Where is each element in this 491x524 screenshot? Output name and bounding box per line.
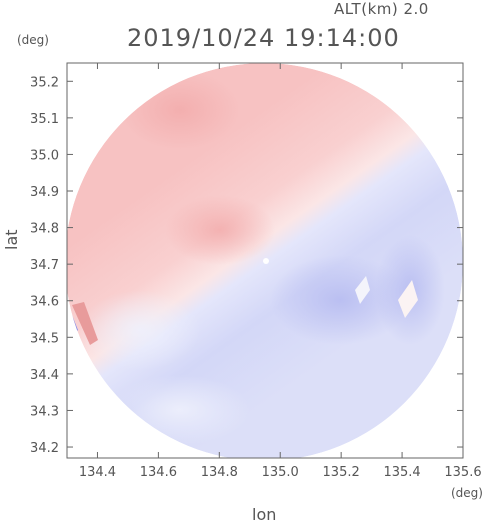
y-tick-label: 34.2: [30, 441, 59, 456]
plot-frame: [66, 62, 464, 459]
radar-center: [263, 258, 269, 264]
y-tick-label: 34.9: [30, 185, 59, 200]
y-tick-label: 34.6: [30, 295, 59, 310]
x-tick-label: 135.0: [262, 465, 299, 480]
x-tick-label: 134.6: [140, 465, 177, 480]
y-tick-label: 35.2: [30, 75, 59, 90]
clutter-patch: [398, 280, 418, 318]
y-tick-label: 35.0: [30, 148, 59, 163]
x-tick-label: 135.6: [444, 465, 481, 480]
y-tick-label: 34.4: [30, 368, 59, 383]
y-tick-label: 34.5: [30, 331, 59, 346]
x-tick-label: 135.4: [383, 465, 420, 480]
strong-positive-patch: [72, 302, 98, 345]
x-tick-label: 134.4: [79, 465, 116, 480]
y-tick-label: 34.3: [30, 404, 59, 419]
x-unit-label: (deg): [451, 486, 483, 500]
y-unit-label: (deg): [17, 33, 49, 47]
timestamp-title: 2019/10/24 19:14:00: [127, 24, 400, 52]
clutter-patch: [355, 276, 370, 304]
y-tick-label: 34.8: [30, 222, 59, 237]
x-tick-label: 134.8: [201, 465, 238, 480]
altitude-label: ALT(km) 2.0: [334, 0, 429, 18]
y-axis: 35.2 35.1 35.0 34.9 34.8 34.7 34.6 34.5 34.4 34.3…: [30, 75, 463, 456]
y-tick-label: 34.7: [30, 258, 59, 273]
x-tick-label: 135.2: [323, 465, 360, 480]
x-axis: 134.4 134.6 134.8 135.0 135.2 135.4 135.6: [79, 63, 482, 480]
x-axis-label: lon: [252, 505, 277, 524]
y-tick-label: 35.1: [30, 112, 59, 127]
radar-field: [67, 63, 463, 458]
